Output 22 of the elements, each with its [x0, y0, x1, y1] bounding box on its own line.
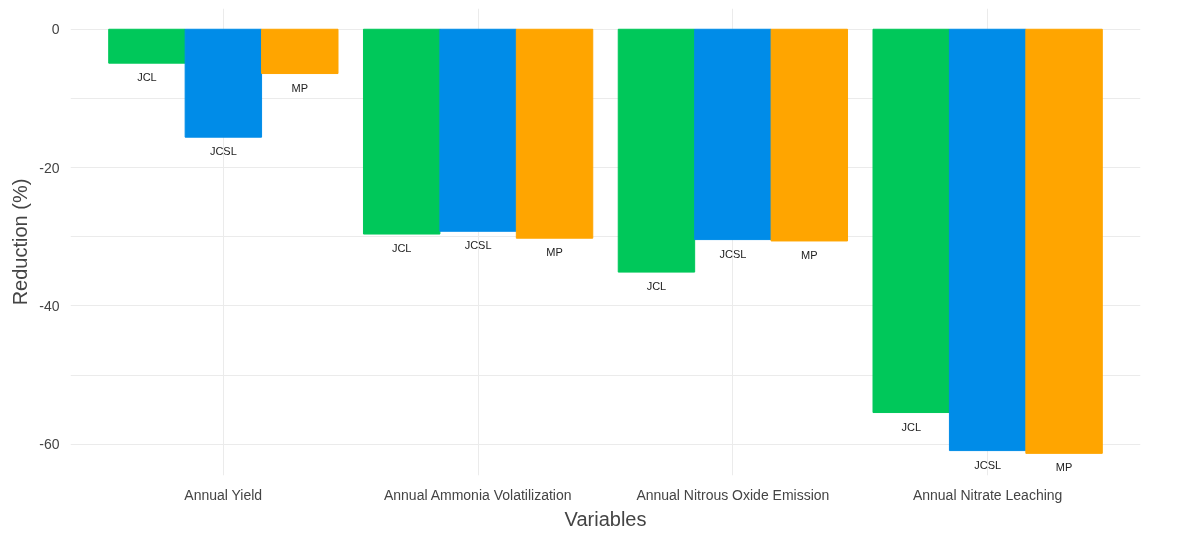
- y-tick-label: -20: [39, 159, 60, 176]
- x-tick-label: Annual Ammonia Volatilization: [383, 486, 572, 503]
- series-label: JCL: [137, 71, 157, 84]
- text: JCSL: [974, 458, 1002, 471]
- text: JCL: [391, 242, 412, 255]
- text: JCSL: [464, 239, 492, 252]
- text: MP: [1055, 461, 1073, 474]
- text: MP: [546, 246, 563, 259]
- text: JCSL: [719, 247, 747, 260]
- x-tick-label: Annual Nitrous Oxide Emission: [636, 486, 830, 503]
- text: MP: [801, 248, 818, 261]
- y-axis-title: Reduction (%): [9, 178, 32, 306]
- y-tick-label: -60: [39, 436, 60, 453]
- y-tick-label: -40: [39, 298, 60, 314]
- x-tick-label: Annual Nitrate Leaching: [912, 486, 1063, 503]
- series-label: MP: [291, 81, 309, 94]
- x-tick-label: Annual Yield: [184, 486, 263, 503]
- text: JCL: [901, 420, 921, 433]
- series-label: JCSL: [209, 145, 237, 158]
- y-tick-label: 0: [51, 21, 60, 38]
- text: JCL: [646, 280, 667, 293]
- x-axis-title: Variables: [564, 507, 647, 530]
